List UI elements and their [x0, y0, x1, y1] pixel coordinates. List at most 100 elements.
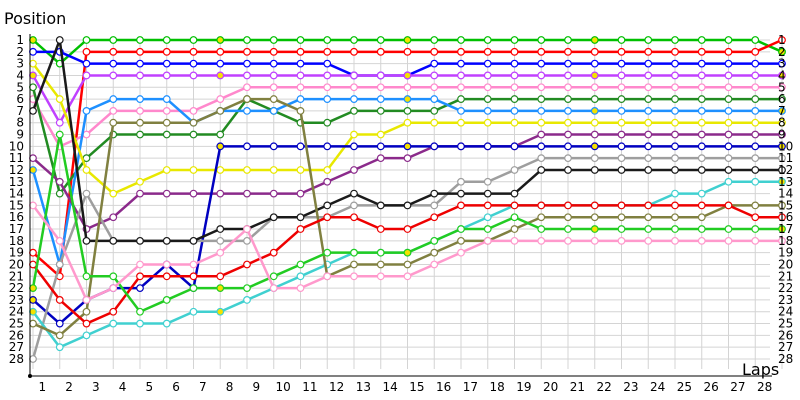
data-point	[457, 59, 465, 68]
data-point	[430, 47, 439, 56]
data-point	[671, 36, 679, 44]
data-point	[296, 95, 305, 103]
data-point	[457, 142, 465, 151]
data-point	[564, 225, 572, 233]
series-line	[29, 36, 786, 245]
data-point	[697, 154, 706, 163]
data-point	[537, 83, 546, 92]
data-point	[751, 71, 760, 80]
data-point	[189, 272, 198, 281]
data-point	[644, 36, 653, 44]
series-line	[29, 83, 786, 198]
y-tick-label-left: 28	[9, 352, 24, 366]
x-tick-label: 17	[463, 380, 478, 394]
y-tick-label-left: 20	[9, 257, 24, 271]
data-point	[376, 260, 385, 269]
data-point	[189, 106, 198, 115]
y-tick-label-left: 7	[16, 104, 24, 118]
data-point	[617, 225, 626, 233]
y-tick-label-left: 5	[16, 80, 24, 94]
data-point	[724, 71, 733, 80]
x-tick-label: 23	[623, 380, 638, 394]
data-point	[269, 284, 278, 293]
data-point	[136, 319, 144, 328]
data-point	[430, 248, 439, 257]
axis-origin-dot	[28, 374, 32, 378]
data-point	[644, 225, 653, 233]
data-point	[430, 213, 439, 222]
data-point	[483, 213, 492, 222]
data-point	[778, 95, 786, 103]
data-point	[564, 201, 572, 210]
x-tick-label: 25	[677, 380, 692, 394]
data-point	[403, 71, 412, 80]
data-point	[644, 95, 653, 103]
data-point	[376, 142, 385, 151]
data-point	[376, 154, 385, 163]
data-point	[430, 236, 439, 245]
series-line	[29, 36, 786, 281]
data-point	[724, 225, 733, 233]
data-point	[697, 83, 706, 92]
data-point	[350, 130, 358, 139]
y-tick-label-left: 24	[9, 305, 24, 319]
data-point	[29, 47, 37, 56]
y-tick-label-left: 15	[9, 198, 24, 212]
data-point	[269, 106, 278, 115]
data-point	[751, 142, 760, 151]
data-point	[162, 59, 171, 68]
data-point	[430, 118, 439, 127]
data-point	[82, 272, 91, 281]
data-point	[778, 130, 786, 139]
data-point	[296, 142, 305, 151]
y-tick-label-right: 18	[778, 234, 793, 248]
data-point	[296, 166, 305, 174]
data-point	[590, 106, 599, 115]
data-point	[109, 319, 118, 328]
data-point	[162, 260, 171, 269]
data-point	[671, 47, 679, 56]
y-tick-label-right: 15	[778, 198, 793, 212]
data-point	[617, 47, 626, 56]
data-point	[216, 71, 225, 80]
y-tick-label-right: 23	[778, 293, 793, 307]
data-point	[29, 106, 37, 115]
data-point	[430, 36, 439, 44]
data-point	[564, 59, 572, 68]
data-point	[189, 284, 198, 293]
data-point	[136, 130, 144, 139]
data-point	[778, 71, 786, 80]
data-point	[537, 130, 546, 139]
data-point	[724, 142, 733, 151]
data-point	[590, 166, 599, 174]
data-point	[590, 236, 599, 245]
data-point	[243, 189, 251, 198]
data-point	[564, 71, 572, 80]
data-point	[697, 106, 706, 115]
data-point	[296, 225, 305, 233]
data-point	[323, 201, 332, 210]
data-point	[778, 142, 786, 151]
data-point	[483, 95, 492, 103]
data-point	[323, 142, 332, 151]
data-point	[697, 201, 706, 210]
data-point	[55, 236, 64, 245]
data-point	[644, 142, 653, 151]
data-point	[751, 106, 760, 115]
data-point	[564, 154, 572, 163]
data-point	[136, 59, 144, 68]
data-point	[457, 47, 465, 56]
data-point	[430, 189, 439, 198]
data-point	[296, 213, 305, 222]
data-point	[189, 307, 198, 316]
series-line	[29, 142, 786, 328]
data-point	[724, 118, 733, 127]
x-tick-label: 28	[757, 380, 772, 394]
data-point	[778, 47, 786, 56]
data-point	[216, 36, 225, 44]
data-point	[751, 177, 760, 186]
data-point	[724, 106, 733, 115]
data-point	[216, 248, 225, 257]
data-point	[644, 154, 653, 163]
data-point	[590, 47, 599, 56]
